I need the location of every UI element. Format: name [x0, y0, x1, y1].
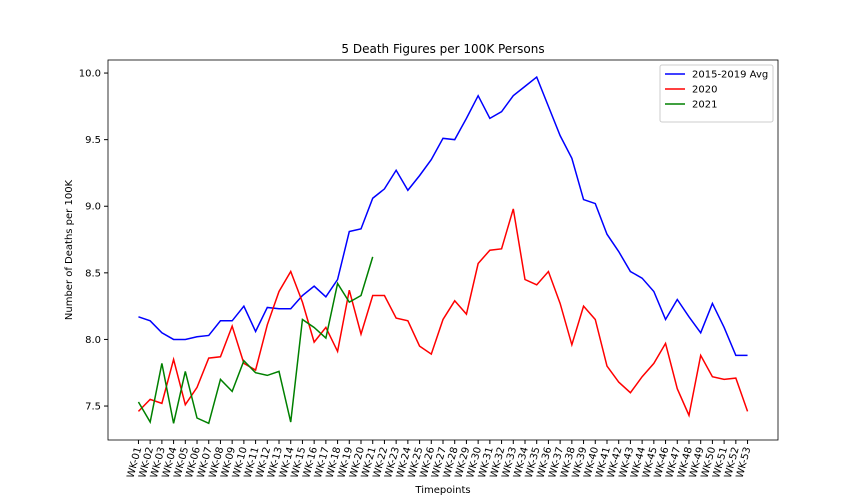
y-tick-label: 10.0 — [79, 69, 101, 80]
plot-frame — [107, 59, 779, 441]
y-tick-label: 8.5 — [85, 268, 101, 279]
legend-label: 2020 — [692, 85, 717, 96]
legend-label: 2015-2019 Avg — [692, 70, 768, 81]
y-tick-label: 7.5 — [85, 402, 101, 413]
series-line — [137, 208, 749, 418]
series-line — [138, 75, 748, 357]
y-axis-label: Number of Deaths per 100K — [64, 179, 75, 320]
chart-title: 5 Death Figures per 100K Persons — [341, 42, 544, 56]
series-line — [137, 256, 374, 425]
legend: 2015-2019 Avg 2020 2021 — [659, 64, 774, 123]
y-tick-label: 9.0 — [85, 202, 101, 213]
y-tick-label: 8.0 — [85, 335, 101, 346]
legend-box — [659, 64, 774, 123]
legend-label: 2021 — [692, 100, 717, 111]
x-axis-label: Timepoints — [414, 485, 470, 496]
y-tick-label: 9.5 — [85, 135, 101, 146]
